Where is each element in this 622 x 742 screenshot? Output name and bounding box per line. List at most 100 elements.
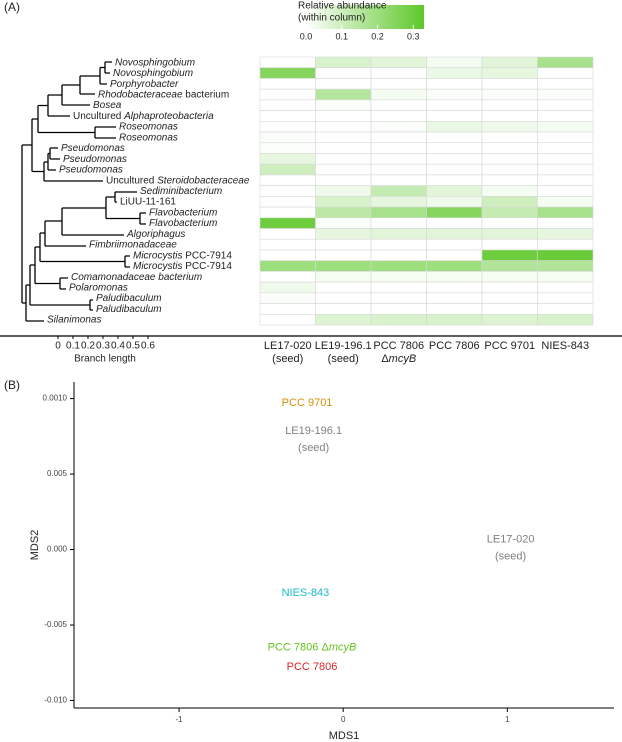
heat-cell [370, 131, 427, 144]
point-label-line: PCC 7806 ΔmcyB [268, 642, 357, 654]
heat-cell [481, 196, 538, 208]
heat-cell [259, 99, 316, 111]
text-part: Fimbriimonadaceae [89, 239, 177, 250]
heat-cell [370, 228, 427, 240]
heat-cell [259, 78, 316, 90]
heat-cell [537, 142, 594, 154]
text-part: Bosea [93, 100, 122, 111]
heat-cell [426, 121, 483, 133]
heat-cell [426, 163, 483, 176]
heat-cell [426, 185, 483, 197]
heat-cell [481, 281, 538, 294]
text-part: mcyB [389, 353, 417, 365]
heat-cell [259, 110, 316, 122]
heat-cell [537, 153, 594, 165]
y-tick-label: -0.005 [44, 620, 67, 629]
heat-cell [259, 313, 316, 326]
heat-cell [259, 217, 316, 229]
colorbar-tick-label: 0.2 [371, 31, 384, 41]
text-part: Flavobacterium [149, 218, 217, 229]
phylogenetic-tree [21, 61, 146, 322]
text-part: Uncultured [73, 111, 124, 122]
heat-cell [537, 238, 594, 251]
heat-cell [537, 271, 594, 283]
heat-cell [259, 121, 316, 133]
text-part: Flavobacterium [149, 207, 217, 218]
heat-cell [370, 260, 427, 272]
heat-cell [537, 131, 594, 144]
heat-cell [315, 238, 372, 251]
x-tick-label: 1 [505, 715, 510, 724]
row-label: Roseomonas [119, 121, 178, 132]
text-part: Algoriphagus [126, 229, 185, 240]
text-part: PCC-7914 [182, 261, 232, 272]
heat-cell [315, 56, 372, 69]
heat-cell [426, 88, 483, 101]
heat-cell [370, 78, 427, 90]
heat-cell [481, 67, 538, 79]
tree-axis-tick-label: 0.4 [111, 341, 125, 352]
y-tick-label: 0.005 [47, 469, 68, 478]
row-label: Fimbriimonadaceae [89, 239, 177, 250]
column-label: PCC 7806 [429, 340, 480, 352]
heat-cell [370, 271, 427, 283]
heat-cell [537, 228, 594, 240]
point-label: LE17-020 (seed) [487, 533, 535, 562]
text-part: Silanimonas [47, 314, 101, 325]
row-label: Novosphingobium [115, 57, 195, 68]
heat-cell [426, 131, 483, 144]
heat-cell [481, 88, 538, 101]
heat-cell [370, 56, 427, 69]
colorbar-tick-label: 0.3 [407, 31, 420, 41]
heat-cell [426, 67, 483, 79]
heat-cell [426, 292, 483, 304]
heat-cell [537, 292, 594, 304]
column-label: (seed) [272, 353, 303, 365]
tree-axis-tick-label: 0 [55, 341, 61, 352]
heat-cell [370, 206, 427, 219]
text-part: bacterium [183, 89, 230, 100]
heat-cell [537, 99, 594, 111]
heat-cell [259, 153, 316, 165]
point-label: PCC 9701 [282, 397, 333, 409]
tree-axis-tick-label: 0.3 [96, 341, 110, 352]
row-label: Bosea [93, 100, 122, 111]
row-label: Porphyrobacter [110, 78, 179, 89]
heat-cell [315, 153, 372, 165]
y-axis-label: MDS2 [29, 530, 41, 561]
heat-cell [481, 131, 538, 144]
text-part: Alphaproteobacteria [123, 111, 214, 122]
heat-cell [259, 292, 316, 304]
heat-cell [259, 228, 316, 240]
text-part: Polaromonas [69, 282, 128, 293]
heat-cell [481, 249, 538, 261]
heat-cell [315, 185, 372, 197]
text-part: Pseudomonas [63, 153, 127, 164]
heat-cell [481, 121, 538, 133]
row-label: Paludibaculum [96, 293, 162, 304]
heat-cell [315, 281, 372, 294]
heat-cell [259, 206, 316, 219]
heat-cell [537, 206, 594, 219]
point-label-line: LE19-196.1 [285, 425, 342, 437]
row-label: LiUU-11-161 [120, 196, 176, 207]
heat-cell [315, 292, 372, 304]
heat-cell [426, 206, 483, 219]
heat-cell [259, 281, 316, 294]
point-label-line: (seed) [298, 442, 329, 454]
text-part: Novosphingobium [113, 68, 193, 79]
heat-cell [259, 238, 316, 251]
heat-cell [426, 110, 483, 122]
row-label: Microcystis PCC-7914 [133, 261, 232, 272]
point-label: NIES-843 [282, 587, 330, 599]
colorbar-tick-label: 0.0 [300, 31, 313, 41]
heat-cell [315, 260, 372, 272]
column-label: LE17-020 [264, 340, 312, 352]
row-label: Microcystis PCC-7914 [133, 250, 232, 261]
x-axis-label: MDS1 [329, 730, 360, 742]
row-label: Algoriphagus [126, 229, 185, 240]
tree-axis-tick-label: 0.1 [66, 341, 80, 352]
row-label: Uncultured Steroidobacteraceae [106, 175, 250, 186]
heat-cell [481, 313, 538, 326]
heat-cell [370, 196, 427, 208]
